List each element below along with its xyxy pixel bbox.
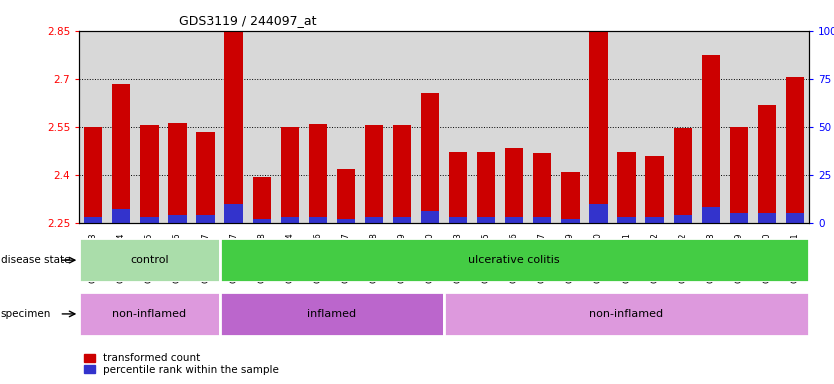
- Bar: [253, 219, 271, 223]
- Bar: [674, 215, 691, 223]
- Bar: [84, 217, 103, 223]
- Bar: [168, 215, 187, 223]
- Bar: [561, 219, 580, 223]
- Bar: [533, 217, 551, 223]
- Bar: [309, 124, 327, 223]
- Bar: [730, 213, 748, 223]
- Bar: [337, 169, 355, 223]
- Bar: [701, 55, 720, 223]
- Bar: [421, 93, 440, 223]
- Bar: [449, 217, 467, 223]
- Bar: [505, 148, 524, 223]
- Bar: [617, 217, 636, 223]
- Bar: [393, 217, 411, 223]
- Bar: [197, 131, 214, 223]
- Bar: [79, 238, 219, 282]
- Text: ulcerative colitis: ulcerative colitis: [469, 255, 560, 265]
- Bar: [590, 31, 608, 223]
- Bar: [646, 156, 664, 223]
- Bar: [505, 217, 524, 223]
- Bar: [168, 122, 187, 223]
- Bar: [113, 83, 130, 223]
- Bar: [280, 217, 299, 223]
- Bar: [786, 213, 804, 223]
- Bar: [421, 211, 440, 223]
- Bar: [444, 292, 809, 336]
- Text: non-inflamed: non-inflamed: [113, 309, 187, 319]
- Bar: [224, 204, 243, 223]
- Text: specimen: specimen: [1, 309, 51, 319]
- Bar: [758, 213, 776, 223]
- Text: inflamed: inflamed: [307, 309, 356, 319]
- Bar: [79, 292, 219, 336]
- Bar: [197, 215, 214, 223]
- Bar: [224, 31, 243, 223]
- Text: disease state: disease state: [1, 255, 70, 265]
- Bar: [364, 125, 383, 223]
- Bar: [758, 105, 776, 223]
- Bar: [337, 219, 355, 223]
- Bar: [140, 217, 158, 223]
- Bar: [280, 127, 299, 223]
- Bar: [533, 153, 551, 223]
- Bar: [449, 152, 467, 223]
- Text: GDS3119 / 244097_at: GDS3119 / 244097_at: [179, 14, 317, 27]
- Bar: [113, 209, 130, 223]
- Bar: [730, 127, 748, 223]
- Bar: [219, 292, 444, 336]
- Bar: [590, 204, 608, 223]
- Bar: [617, 152, 636, 223]
- Text: non-inflamed: non-inflamed: [590, 309, 664, 319]
- Bar: [393, 125, 411, 223]
- Text: control: control: [130, 255, 168, 265]
- Legend: transformed count, percentile rank within the sample: transformed count, percentile rank withi…: [84, 353, 279, 375]
- Bar: [219, 238, 809, 282]
- Bar: [477, 217, 495, 223]
- Bar: [786, 77, 804, 223]
- Bar: [561, 172, 580, 223]
- Bar: [253, 177, 271, 223]
- Bar: [701, 207, 720, 223]
- Bar: [140, 125, 158, 223]
- Bar: [477, 152, 495, 223]
- Bar: [364, 217, 383, 223]
- Bar: [674, 128, 691, 223]
- Bar: [309, 217, 327, 223]
- Bar: [84, 127, 103, 223]
- Bar: [646, 217, 664, 223]
